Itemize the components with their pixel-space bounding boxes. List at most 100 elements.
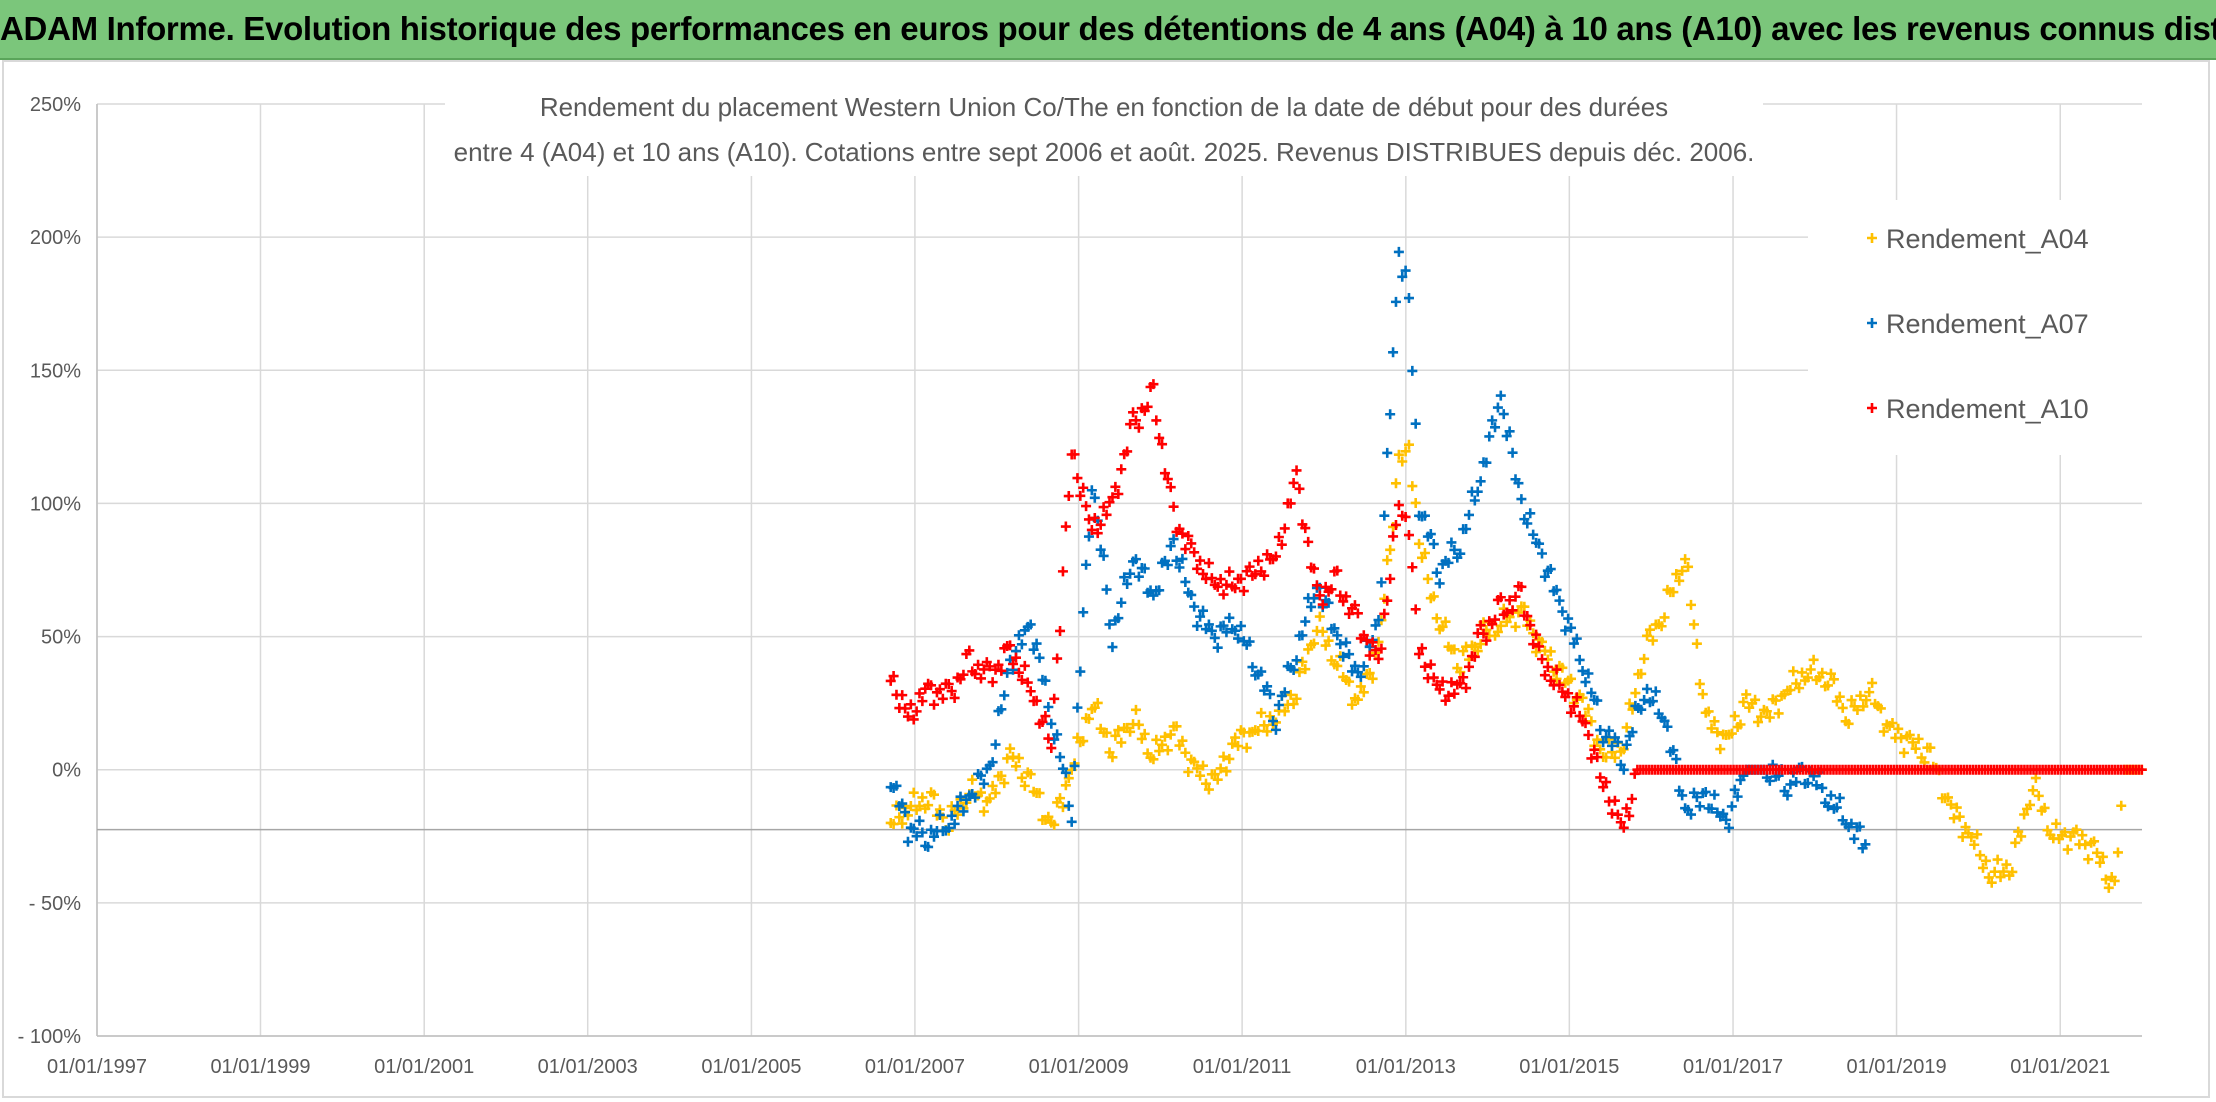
point-rendement-a10 [1416,643,1427,654]
point-rendement-a04 [1136,733,1147,744]
legend-marker-rendement-a10 [1867,403,1877,413]
point-rendement-a04 [1221,766,1232,777]
point-rendement-a04 [1764,712,1775,723]
point-rendement-a07 [1162,559,1173,570]
point-rendement-a10 [1443,690,1454,701]
point-rendement-a04 [1414,538,1425,549]
point-rendement-a10 [1463,661,1474,672]
point-rendement-a07 [1329,623,1340,634]
point-rendement-a07 [1177,553,1188,564]
point-rendement-a07 [1388,347,1399,358]
point-rendement-a04 [1422,573,1433,584]
point-rendement-a04 [1852,704,1863,715]
point-rendement-a04 [1092,697,1103,708]
point-rendement-a10 [1101,509,1112,520]
point-rendement-a10 [1215,574,1226,585]
point-rendement-a10 [1192,563,1203,574]
point-rendement-a10 [1116,464,1127,475]
point-rendement-a10 [978,664,989,675]
point-rendement-a10 [1516,581,1527,592]
x-tick-label: 01/01/2011 [1193,1056,1292,1078]
point-rendement-a04 [1355,681,1366,692]
point-rendement-a10 [949,692,960,703]
point-rendement-a04 [1005,743,1016,754]
point-rendement-a07 [1212,642,1223,653]
point-rendement-a07 [911,831,922,842]
point-rendement-a07 [1198,605,1209,616]
point-rendement-a10 [905,699,916,710]
point-rendement-a07 [1484,431,1495,442]
point-rendement-a10 [1367,637,1378,648]
point-rendement-a10 [914,688,925,699]
point-rendement-a07 [1721,814,1732,825]
point-rendement-a10 [1410,604,1421,615]
point-rendement-a07 [987,757,998,768]
point-rendement-a07 [1218,620,1229,631]
point-rendement-a04 [1177,735,1188,746]
point-rendement-a04 [1904,729,1915,740]
x-tick-label: 01/01/2009 [1029,1056,1129,1078]
point-rendement-a10 [1531,629,1542,640]
point-rendement-a04 [1151,734,1162,745]
point-rendement-a04 [2094,857,2105,868]
point-rendement-a04 [1954,811,1965,822]
point-rendement-a10 [993,659,1004,670]
point-rendement-a04 [1157,739,1168,750]
point-rendement-a10 [1198,568,1209,579]
point-rendement-a07 [1072,702,1083,713]
point-rendement-a07 [1726,801,1737,812]
point-rendement-a07 [1446,537,1457,548]
point-rendement-a07 [908,823,919,834]
point-rendement-a07 [1574,654,1585,665]
point-rendement-a04 [1887,717,1898,728]
point-rendement-a07 [1639,694,1650,705]
point-rendement-a07 [1606,740,1617,751]
point-rendement-a10 [917,696,928,707]
point-rendement-a04 [1837,702,1848,713]
point-rendement-a10 [1122,446,1133,457]
point-rendement-a10 [1262,549,1273,560]
point-rendement-a07 [970,792,981,803]
point-rendement-a04 [1977,862,1988,873]
point-rendement-a07 [1195,611,1206,622]
point-rendement-a07 [1083,531,1094,542]
point-rendement-a04 [1992,854,2003,865]
point-rendement-a07 [1718,808,1729,819]
point-rendement-a04 [1867,677,1878,688]
point-rendement-a07 [1706,803,1717,814]
point-rendement-a04 [1943,792,1954,803]
point-rendement-a10 [1554,679,1565,690]
point-rendement-a04 [1259,720,1270,731]
point-rendement-a10 [1049,693,1060,704]
point-rendement-a10 [1388,531,1399,542]
point-rendement-a10 [987,677,998,688]
point-rendement-a04 [1770,695,1781,706]
point-rendement-a10 [1385,573,1396,584]
point-rendement-a07 [1233,633,1244,644]
point-rendement-a04 [1063,773,1074,784]
point-rendement-a07 [914,815,925,826]
point-rendement-a10 [1238,586,1249,597]
point-rendement-a07 [1002,667,1013,678]
point-rendement-a07 [1235,620,1246,631]
point-rendement-a04 [1910,743,1921,754]
point-rendement-a07 [1209,632,1220,643]
point-rendement-a07 [1016,639,1027,650]
point-rendement-a10 [1230,583,1241,594]
point-rendement-a07 [1537,548,1547,559]
point-rendement-a04 [1233,741,1244,752]
point-rendement-a04 [1656,621,1667,632]
point-rendement-a04 [2007,866,2018,877]
point-rendement-a04 [1761,706,1772,717]
point-rendement-a10 [1358,630,1369,641]
legend-label-rendement-a07: Rendement_A07 [1886,309,2089,339]
point-rendement-a10 [1525,620,1536,631]
point-rendement-a07 [1244,636,1255,647]
point-rendement-a10 [1311,580,1322,591]
point-rendement-a10 [1010,652,1021,663]
point-rendement-a07 [1431,567,1442,578]
point-rendement-a07 [1834,792,1845,803]
point-rendement-a10 [1224,566,1235,577]
point-rendement-a07 [1461,523,1472,534]
point-rendement-a10 [1563,688,1574,699]
